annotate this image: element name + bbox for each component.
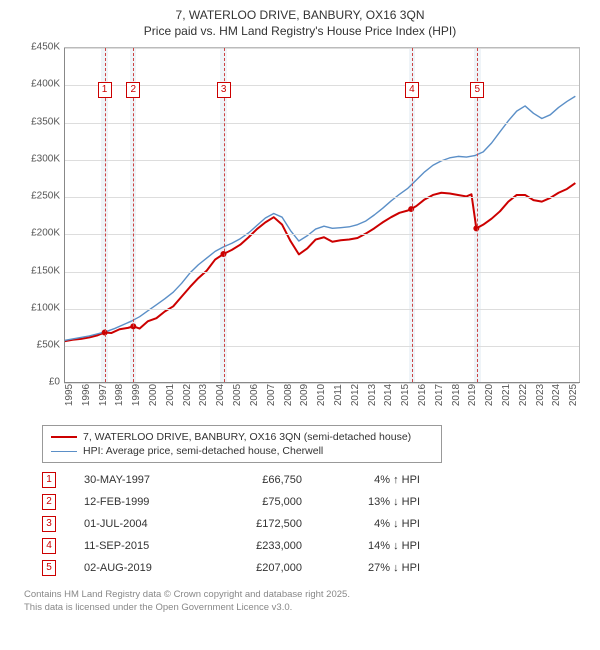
sale-marker-box: 2 [126, 82, 140, 98]
series-price_paid [64, 183, 575, 341]
x-tick-label: 2007 [266, 384, 277, 406]
x-tick-label: 2016 [417, 384, 428, 406]
chart-container: 7, WATERLOO DRIVE, BANBURY, OX16 3QN Pri… [0, 0, 600, 650]
x-tick-label: 1997 [98, 384, 109, 406]
x-tick-label: 2019 [467, 384, 478, 406]
y-tick-label: £50K [12, 339, 60, 350]
x-tick-label: 2008 [283, 384, 294, 406]
x-tick-label: 2012 [350, 384, 361, 406]
x-tick-label: 2004 [215, 384, 226, 406]
sales-row-price: £66,750 [222, 474, 302, 486]
x-tick-label: 2013 [367, 384, 378, 406]
title-block: 7, WATERLOO DRIVE, BANBURY, OX16 3QN Pri… [12, 8, 588, 39]
sales-row-date: 11-SEP-2015 [84, 540, 194, 552]
x-tick-label: 1995 [64, 384, 75, 406]
x-tick-label: 2014 [383, 384, 394, 406]
sales-row: 1 30-MAY-1997 £66,750 4% ↑ HPI [42, 469, 588, 491]
sales-row-number: 5 [42, 560, 56, 576]
sale-marker-line [477, 48, 478, 382]
x-tick-label: 2010 [316, 384, 327, 406]
x-tick-label: 2015 [400, 384, 411, 406]
title-line1: 7, WATERLOO DRIVE, BANBURY, OX16 3QN [12, 8, 588, 24]
x-tick-label: 2009 [299, 384, 310, 406]
sales-row-delta: 14% ↓ HPI [330, 540, 420, 552]
y-tick-label: £300K [12, 153, 60, 164]
legend-row-hpi: HPI: Average price, semi-detached house,… [51, 444, 433, 458]
x-tick-label: 2000 [148, 384, 159, 406]
x-tick-label: 2024 [551, 384, 562, 406]
x-tick-label: 1998 [114, 384, 125, 406]
y-tick-label: £200K [12, 228, 60, 239]
sales-row-price: £233,000 [222, 540, 302, 552]
legend-swatch-hpi [51, 451, 77, 452]
footer-line2: This data is licensed under the Open Gov… [24, 602, 576, 614]
x-tick-label: 2003 [198, 384, 209, 406]
y-tick-label: £450K [12, 42, 60, 53]
sale-marker-line [224, 48, 225, 382]
x-tick-label: 2021 [501, 384, 512, 406]
legend: 7, WATERLOO DRIVE, BANBURY, OX16 3QN (se… [42, 425, 442, 463]
sales-row-number: 4 [42, 538, 56, 554]
legend-row-price-paid: 7, WATERLOO DRIVE, BANBURY, OX16 3QN (se… [51, 430, 433, 444]
x-tick-label: 2011 [333, 384, 344, 406]
sales-row-date: 30-MAY-1997 [84, 474, 194, 486]
sales-row-number: 1 [42, 472, 56, 488]
legend-label-price-paid: 7, WATERLOO DRIVE, BANBURY, OX16 3QN (se… [83, 431, 411, 443]
sales-row-delta: 27% ↓ HPI [330, 562, 420, 574]
y-tick-label: £250K [12, 191, 60, 202]
sale-marker-box: 5 [470, 82, 484, 98]
sales-row-delta: 13% ↓ HPI [330, 496, 420, 508]
plot-region: 12 3 4 5 [64, 47, 580, 382]
y-tick-label: £350K [12, 116, 60, 127]
series-hpi [64, 96, 575, 340]
footer: Contains HM Land Registry data © Crown c… [24, 589, 576, 614]
x-tick-label: 2025 [568, 384, 579, 406]
x-tick-label: 2022 [518, 384, 529, 406]
sales-row-price: £75,000 [222, 496, 302, 508]
sales-table: 1 30-MAY-1997 £66,750 4% ↑ HPI 2 12-FEB-1999 £… [42, 469, 588, 579]
sales-row: 3 01-JUL-2004 £172,500 4% ↓ HPI [42, 513, 588, 535]
sales-row-number: 2 [42, 494, 56, 510]
sales-row-date: 02-AUG-2019 [84, 562, 194, 574]
sales-row: 5 02-AUG-2019 £207,000 27% ↓ HPI [42, 557, 588, 579]
x-tick-label: 2001 [165, 384, 176, 406]
x-tick-label: 2002 [182, 384, 193, 406]
sale-marker-box: 4 [405, 82, 419, 98]
sale-marker-line [105, 48, 106, 382]
sales-row-number: 3 [42, 516, 56, 532]
sale-marker-box: 3 [217, 82, 231, 98]
y-tick-label: £150K [12, 265, 60, 276]
sales-row-price: £207,000 [222, 562, 302, 574]
y-tick-label: £400K [12, 79, 60, 90]
legend-swatch-price-paid [51, 436, 77, 438]
sale-marker-line [412, 48, 413, 382]
y-tick-label: £100K [12, 302, 60, 313]
sale-marker-line [133, 48, 134, 382]
sales-row-date: 01-JUL-2004 [84, 518, 194, 530]
x-tick-label: 2018 [451, 384, 462, 406]
sales-row: 4 11-SEP-2015 £233,000 14% ↓ HPI [42, 535, 588, 557]
footer-line1: Contains HM Land Registry data © Crown c… [24, 589, 576, 601]
title-line2: Price paid vs. HM Land Registry's House … [12, 24, 588, 40]
sales-row-delta: 4% ↑ HPI [330, 474, 420, 486]
chart-svg [64, 48, 579, 382]
sales-row-delta: 4% ↓ HPI [330, 518, 420, 530]
chart-area: £0 £50K £100K £150K £200K £250K £300K £350K £400… [12, 47, 588, 417]
sale-marker-box: 1 [98, 82, 112, 98]
x-tick-label: 1999 [131, 384, 142, 406]
legend-label-hpi: HPI: Average price, semi-detached house,… [83, 445, 323, 457]
sales-row-price: £172,500 [222, 518, 302, 530]
x-tick-label: 2017 [434, 384, 445, 406]
x-tick-label: 1996 [81, 384, 92, 406]
x-tick-label: 2006 [249, 384, 260, 406]
y-tick-label: £0 [12, 377, 60, 388]
x-tick-label: 2005 [232, 384, 243, 406]
sales-row: 2 12-FEB-1999 £75,000 13% ↓ HPI [42, 491, 588, 513]
x-tick-label: 2023 [535, 384, 546, 406]
sales-row-date: 12-FEB-1999 [84, 496, 194, 508]
x-tick-label: 2020 [484, 384, 495, 406]
